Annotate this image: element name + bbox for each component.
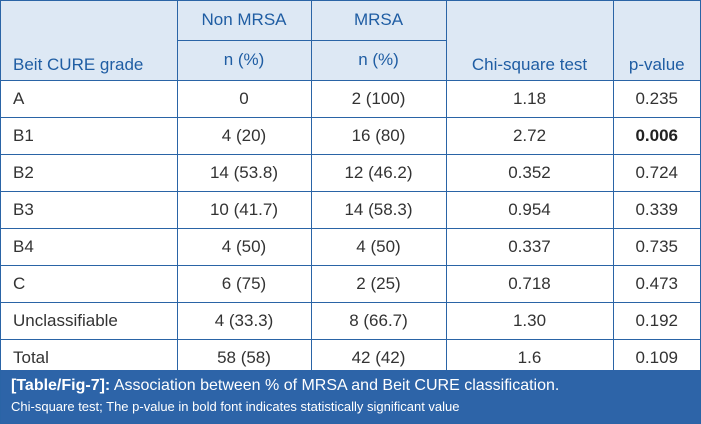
cell-grade: B2 — [1, 154, 178, 192]
cell-grade: B1 — [1, 117, 178, 155]
cell-grade: B3 — [1, 191, 178, 229]
cell-non-mrsa: 14 (53.8) — [176, 154, 312, 192]
cell-p-value: 0.473 — [612, 265, 700, 303]
cell-grade: C — [1, 265, 178, 303]
cell-chi-square: 0.352 — [445, 154, 614, 192]
table-row: Unclassifiable 4 (33.3) 8 (66.7) 1.30 0.192 — [1, 302, 700, 340]
cell-chi-square: 0.718 — [445, 265, 614, 303]
header-p-value: p-value — [612, 1, 700, 81]
cell-mrsa: 14 (58.3) — [310, 191, 447, 229]
cell-mrsa: 4 (50) — [310, 228, 447, 266]
cell-chi-square: 0.954 — [445, 191, 614, 229]
cell-mrsa: 12 (46.2) — [310, 154, 447, 192]
caption-note: Chi-square test; The p-value in bold fon… — [11, 399, 460, 414]
header-grade: Beit CURE grade — [1, 1, 178, 81]
header-chi-square: Chi-square test — [445, 1, 614, 81]
cell-p-value: 0.724 — [612, 154, 700, 192]
cell-grade: A — [1, 80, 178, 118]
caption-label: [Table/Fig-7]: — [11, 377, 111, 394]
header-non-mrsa-unit: n (%) — [177, 39, 312, 82]
cell-p-value: 0.735 — [612, 228, 700, 266]
cell-chi-square: 2.72 — [445, 117, 614, 155]
header-row-top: Beit CURE grade Non MRSA MRSA Chi-square… — [1, 1, 700, 81]
cell-p-value: 0.235 — [612, 80, 700, 118]
cell-mrsa: 16 (80) — [310, 117, 447, 155]
cell-non-mrsa: 4 (33.3) — [176, 302, 312, 340]
caption-title-line: [Table/Fig-7]: Association between % of … — [11, 375, 700, 397]
table-row: B1 4 (20) 16 (80) 2.72 0.006 — [1, 117, 700, 155]
cell-p-value: 0.006 — [612, 117, 700, 155]
cell-non-mrsa: 6 (75) — [176, 265, 312, 303]
header-mrsa: MRSA — [310, 1, 447, 41]
cell-p-value: 0.339 — [612, 191, 700, 229]
header-non-mrsa: Non MRSA — [176, 1, 312, 41]
cell-grade: B4 — [1, 228, 178, 266]
header-mrsa-unit: n (%) — [310, 39, 446, 82]
figure-caption: [Table/Fig-7]: Association between % of … — [1, 370, 700, 423]
cell-chi-square: 0.337 — [445, 228, 614, 266]
cell-chi-square: 1.30 — [445, 302, 614, 340]
header-row-sub: n (%) n (%) — [1, 39, 700, 82]
cell-mrsa: 2 (100) — [310, 80, 447, 118]
cell-mrsa: 8 (66.7) — [310, 302, 447, 340]
cell-non-mrsa: 10 (41.7) — [176, 191, 312, 229]
cell-p-value: 0.192 — [612, 302, 700, 340]
table-row: B2 14 (53.8) 12 (46.2) 0.352 0.724 — [1, 154, 700, 192]
cell-non-mrsa: 4 (20) — [176, 117, 312, 155]
caption-title: Association between % of MRSA and Beit C… — [110, 377, 560, 394]
results-table: Beit CURE grade Non MRSA MRSA Chi-square… — [1, 1, 700, 377]
cell-non-mrsa: 0 — [176, 80, 312, 118]
cell-non-mrsa: 4 (50) — [176, 228, 312, 266]
table-row: B3 10 (41.7) 14 (58.3) 0.954 0.339 — [1, 191, 700, 229]
table-row: B4 4 (50) 4 (50) 0.337 0.735 — [1, 228, 700, 266]
cell-mrsa: 2 (25) — [310, 265, 447, 303]
cell-grade: Unclassifiable — [1, 302, 178, 340]
cell-chi-square: 1.18 — [445, 80, 614, 118]
